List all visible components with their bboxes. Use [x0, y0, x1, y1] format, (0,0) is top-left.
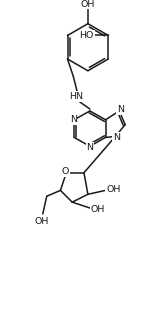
Text: OH: OH [81, 0, 95, 9]
Text: N: N [70, 115, 77, 124]
Text: HN: HN [69, 92, 83, 101]
Text: N: N [117, 105, 124, 114]
Text: O: O [62, 167, 69, 176]
Text: HO: HO [80, 31, 94, 40]
Text: N: N [113, 133, 120, 142]
Text: OH: OH [91, 206, 105, 215]
Text: OH: OH [106, 185, 121, 194]
Text: N: N [86, 143, 93, 152]
Text: OH: OH [35, 217, 49, 226]
